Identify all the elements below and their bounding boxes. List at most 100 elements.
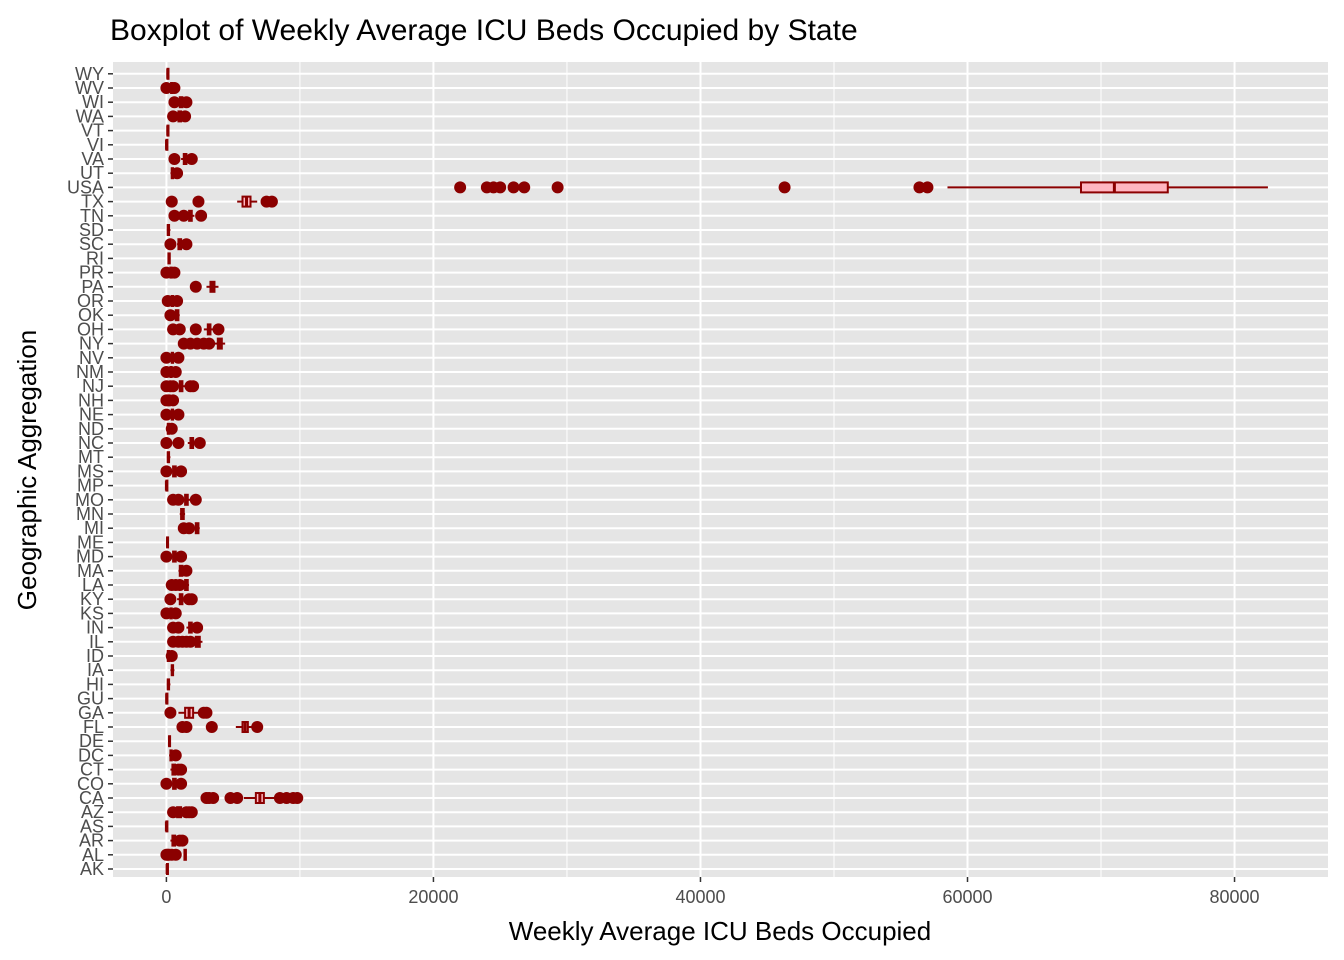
y-tick-label: AS [80,816,104,836]
outlier-point [165,422,178,435]
y-tick-label: CA [79,788,104,808]
y-tick-label: OR [77,291,104,311]
outlier-point [176,834,189,847]
box-mp [164,479,169,492]
outlier-point [265,195,278,208]
outlier-point [180,96,193,109]
outlier-point [200,706,213,719]
outlier-point [167,380,180,393]
outlier-point [168,96,181,109]
y-tick-label: ME [77,532,104,552]
outlier-point [551,181,564,194]
y-tick-label: SC [79,234,104,254]
y-tick-label: KY [80,589,104,609]
y-tick-label: NE [79,405,104,425]
y-tick-label: MT [78,447,104,467]
y-tick-label: PA [81,277,104,297]
box-ky [164,593,198,606]
y-tick-label: VT [81,121,104,141]
outlier-point [778,181,791,194]
box-vt [166,124,170,137]
y-tick-label: UT [80,163,104,183]
outlier-point [172,437,185,449]
y-tick-label: AR [79,831,104,851]
box-pr [160,266,181,279]
outlier-point [183,522,196,535]
box-ak [165,863,169,875]
y-tick-label: WV [75,78,104,98]
outlier-point [164,706,177,719]
outlier-point [165,195,178,208]
box-ri [167,252,171,265]
box-gu [165,692,169,705]
outlier-point [168,153,181,165]
box-il [167,635,203,648]
box-la [165,579,190,591]
box-wa [167,110,192,123]
outlier-point [168,209,181,222]
y-tick-label: RI [86,248,104,268]
y-tick-label: NV [79,348,104,368]
outlier-point [171,167,184,180]
y-tick-label: IL [89,632,104,652]
box-wv [160,82,181,94]
x-tick-label: 80000 [1210,887,1260,907]
outlier-point [191,621,204,634]
box-or [161,295,184,307]
outlier-point [164,309,177,322]
y-tick-label: MP [77,476,104,496]
box-mi [177,522,200,535]
y-tick-label: OH [77,319,104,339]
box-ks [160,607,182,620]
y-tick-label: WY [75,64,104,84]
box-oh [167,323,225,336]
y-tick-label: VI [87,135,104,155]
y-tick-label: NJ [82,376,104,396]
y-tick-label: AL [82,845,104,865]
outlier-point [160,777,173,790]
outlier-point [507,181,520,194]
y-tick-label: NY [79,334,104,354]
outlier-point [212,323,225,336]
outlier-point [169,607,182,620]
x-axis: 0 20000 40000 60000 80000 [161,877,1260,907]
box-usa [454,181,1268,194]
y-axis: AKALARASAZCACOCTDCDEFLGAGUHIIAIDILINKSKY… [67,64,113,879]
outlier-point [160,351,173,364]
box-layer [160,67,1268,875]
y-tick-label: TX [81,192,104,212]
box-ms [160,465,188,478]
box-ga [164,706,213,719]
box-ia [170,664,175,677]
outlier-point [173,579,186,591]
y-tick-label: NM [76,362,104,382]
y-tick-label: ID [86,646,104,666]
box-ca [200,792,304,804]
outlier-point [169,848,182,861]
y-tick-label: NH [78,390,104,410]
outlier-point [173,323,186,336]
y-tick-label: IN [86,618,104,638]
box-mo [167,493,202,506]
outlier-point [180,564,193,577]
box-ct [170,763,188,776]
y-axis-title: Geographic Aggregation [12,330,42,610]
outlier-point [171,295,184,307]
outlier-point [165,650,178,662]
y-tick-label: MA [77,561,104,581]
outlier-point [172,351,185,364]
box-iqr [1079,181,1169,194]
box-ne [160,408,185,421]
outlier-point [160,408,173,421]
box-fl [176,721,264,733]
outlier-point [187,380,200,393]
box-wy [166,67,170,80]
outlier-point [518,181,531,194]
outlier-point [167,394,180,407]
box-nd [165,422,178,435]
y-tick-label: CO [77,774,104,794]
outlier-point [180,238,193,251]
outlier-point [164,238,177,251]
y-tick-label: DE [79,731,104,751]
